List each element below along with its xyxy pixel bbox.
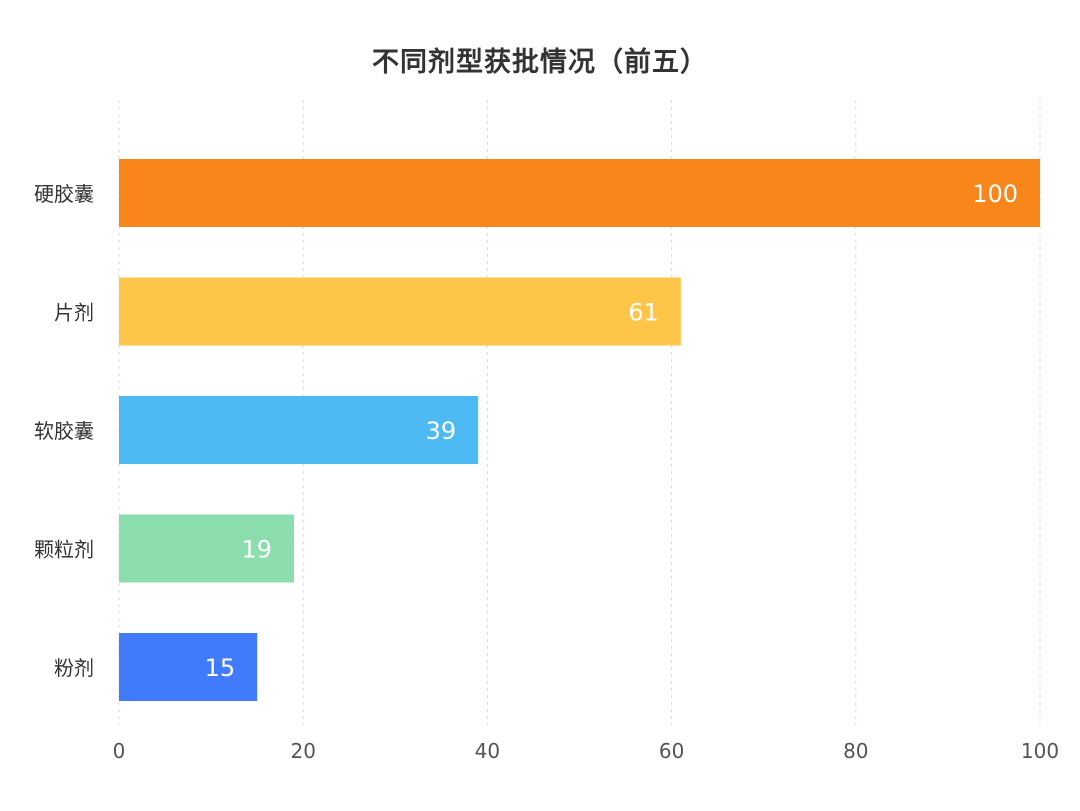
data-label-4: 15 <box>205 654 236 682</box>
chart-title: 不同剂型获批情况（前五） <box>372 47 708 78</box>
x-tick-label-3: 60 <box>659 739 684 763</box>
category-label-1: 片剂 <box>54 301 94 325</box>
x-tick-label-0: 0 <box>113 739 126 763</box>
x-tick-label-4: 80 <box>843 739 868 763</box>
data-label-0: 100 <box>972 180 1018 208</box>
category-label-2: 软胶囊 <box>34 419 94 443</box>
bar-0 <box>119 159 1040 227</box>
bar-3 <box>119 514 294 583</box>
category-label-4: 粉剂 <box>54 656 94 680</box>
data-label-3: 19 <box>241 536 272 564</box>
bar-1 <box>119 277 681 346</box>
bar-2 <box>119 396 479 464</box>
x-tick-label-5: 100 <box>1021 739 1059 763</box>
data-label-1: 61 <box>628 299 659 327</box>
bar-4 <box>119 633 258 701</box>
category-label-3: 颗粒剂 <box>34 538 94 562</box>
category-label-0: 硬胶囊 <box>34 182 94 206</box>
x-tick-label-1: 20 <box>290 739 315 763</box>
data-label-2: 39 <box>426 417 457 445</box>
x-tick-label-2: 40 <box>475 739 500 763</box>
